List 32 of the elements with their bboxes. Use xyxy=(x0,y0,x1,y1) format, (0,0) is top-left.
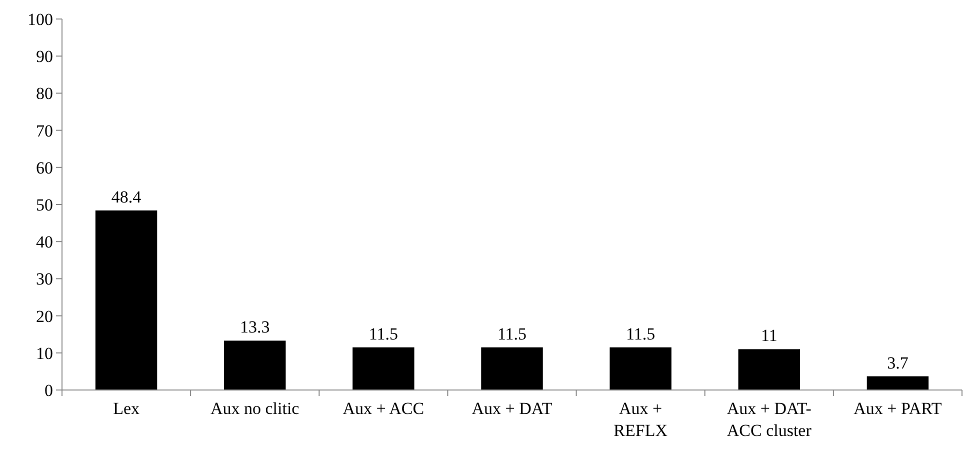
data-label: 48.4 xyxy=(111,187,142,206)
bar xyxy=(352,347,414,390)
x-tick-label: Aux + DAT xyxy=(472,399,553,418)
y-tick-label: 10 xyxy=(36,344,53,363)
bar xyxy=(95,210,158,390)
y-tick-label: 100 xyxy=(28,10,53,29)
bar xyxy=(866,376,929,390)
data-label: 13.3 xyxy=(240,318,270,337)
x-tick-label: Aux + PART xyxy=(854,399,942,418)
y-tick-label: 20 xyxy=(36,306,53,326)
bar xyxy=(738,349,800,390)
y-tick-label: 60 xyxy=(36,158,53,178)
x-tick-label: Aux no clitic xyxy=(210,399,300,418)
y-tick-label: 70 xyxy=(36,121,53,140)
x-tick-label: Aux + ACC xyxy=(342,399,424,418)
bar xyxy=(481,347,543,390)
data-label: 11.5 xyxy=(626,324,656,344)
bar xyxy=(610,347,672,390)
data-label: 3.7 xyxy=(887,353,909,372)
y-tick-label: 40 xyxy=(36,232,53,252)
x-tick-label: Aux + REFLX xyxy=(614,399,668,440)
bar xyxy=(224,340,286,390)
y-tick-label: 80 xyxy=(36,84,53,104)
data-label: 11.5 xyxy=(368,324,398,344)
y-tick-label: 50 xyxy=(36,195,53,214)
y-tick-label: 0 xyxy=(44,380,53,400)
x-tick-label: Lex xyxy=(113,399,140,418)
data-label: 11 xyxy=(760,326,778,346)
y-tick-label: 90 xyxy=(36,47,53,66)
y-tick-label: 30 xyxy=(36,270,53,289)
data-label: 11.5 xyxy=(497,324,527,344)
x-tick-label: Aux + DAT-ACC cluster xyxy=(726,399,812,440)
